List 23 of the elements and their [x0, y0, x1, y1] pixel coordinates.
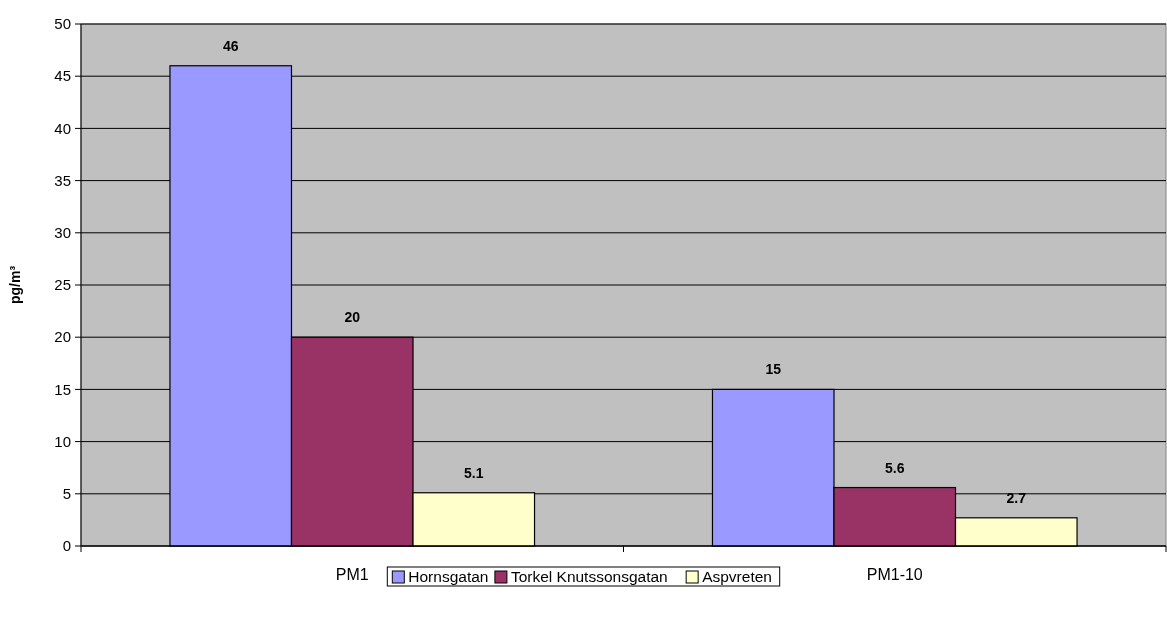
data-label: 46: [222, 37, 239, 54]
y-tick-label: 10: [54, 432, 71, 450]
y-tick-label: 20: [54, 328, 71, 346]
x-tick-label: PM1: [335, 566, 369, 583]
y-tick-label: 30: [54, 224, 71, 242]
data-label: 5.6: [885, 459, 905, 476]
y-tick-label: 40: [54, 119, 71, 137]
y-tick-label: 50: [54, 15, 71, 33]
y-tick-label: 35: [54, 171, 71, 189]
y-tick-label: 25: [54, 276, 71, 294]
x-tick-label: PM1-10: [866, 566, 923, 583]
legend-label: Aspvreten: [702, 568, 772, 585]
data-label: 15: [765, 361, 782, 378]
legend-label: Hornsgatan: [408, 568, 489, 585]
y-tick-label: 0: [62, 537, 71, 555]
y-tick-label: 15: [54, 380, 71, 398]
legend-label: Torkel Knutssonsgatan: [510, 568, 668, 585]
y-axis-title: pg/m³: [7, 265, 23, 305]
data-label: 2.7: [1006, 489, 1027, 506]
data-label: 5.1: [464, 464, 484, 481]
data-label: 20: [344, 309, 361, 326]
y-tick-label: 5: [62, 485, 71, 503]
y-tick-label: 45: [54, 67, 71, 85]
